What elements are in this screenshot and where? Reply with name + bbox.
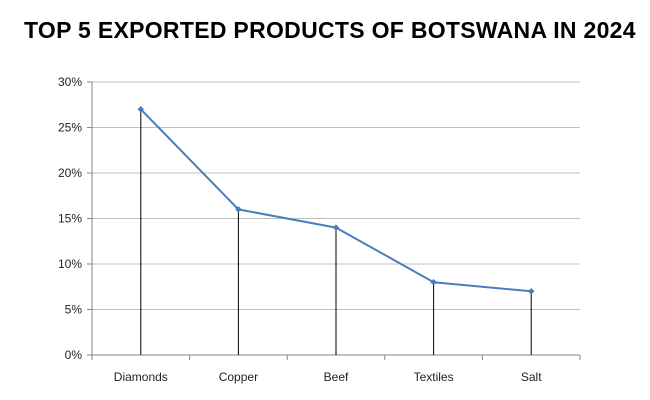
y-axis-ticks: 0% 5% 10% 15% 20% 25% 30%: [58, 75, 92, 362]
data-point-marker: [332, 224, 340, 231]
data-points: [137, 105, 535, 295]
y-tick-label: 25%: [58, 121, 82, 135]
y-tick-label: 30%: [58, 75, 82, 89]
x-tick-label: Diamonds: [114, 370, 168, 384]
data-point-marker: [430, 278, 437, 286]
x-tick-label: Copper: [219, 370, 258, 384]
chart-title: TOP 5 EXPORTED PRODUCTS OF BOTSWANA IN 2…: [24, 17, 636, 43]
y-tick-label: 15%: [58, 212, 82, 226]
y-tick-label: 10%: [58, 257, 82, 271]
x-tick-label: Beef: [324, 370, 349, 384]
data-point-marker: [137, 105, 145, 113]
y-tick-label: 20%: [58, 166, 82, 180]
drop-lines: [140, 109, 532, 355]
y-tick-label: 0%: [65, 348, 83, 362]
y-tick-label: 5%: [65, 303, 83, 317]
data-point-marker: [235, 206, 242, 213]
data-point-marker: [527, 287, 535, 295]
x-tick-label: Salt: [521, 370, 542, 384]
x-tick-label: Textiles: [414, 370, 454, 384]
x-axis-ticks: Diamonds Copper Beef Textiles Salt: [91, 355, 581, 384]
